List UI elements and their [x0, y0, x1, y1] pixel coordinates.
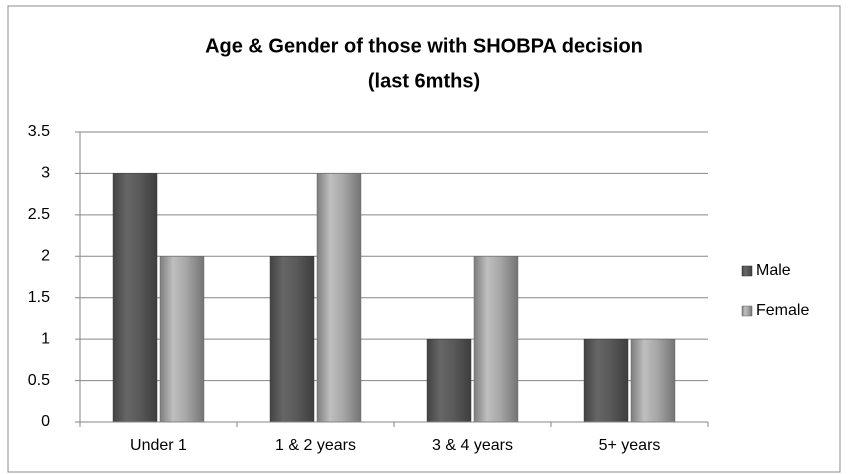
x-tick-label: 1 & 2 years [275, 437, 356, 454]
bar [159, 256, 205, 423]
bar [426, 338, 472, 423]
y-tick-label: 0.5 [28, 372, 50, 389]
bar [583, 338, 629, 423]
bar [473, 256, 519, 423]
chart-title: (last 6mths) [368, 70, 480, 92]
bar [316, 173, 362, 423]
legend-label: Male [756, 262, 791, 279]
legend-swatch [741, 305, 753, 317]
legend-swatch [741, 265, 753, 277]
bar [630, 338, 676, 423]
chart-title: Age & Gender of those with SHOBPA decisi… [205, 35, 643, 57]
y-tick-label: 2 [41, 248, 50, 265]
legend-label: Female [756, 302, 809, 319]
y-tick-label: 1 [41, 330, 50, 347]
y-tick-label: 3 [41, 165, 50, 182]
x-tick-label: 3 & 4 years [432, 437, 513, 454]
y-tick-label: 1.5 [28, 289, 50, 306]
bar [112, 173, 158, 423]
y-tick-label: 3.5 [28, 123, 50, 140]
x-tick-label: 5+ years [599, 437, 661, 454]
y-tick-label: 0 [41, 413, 50, 430]
y-tick-label: 2.5 [28, 206, 50, 223]
bar [269, 256, 315, 423]
x-tick-label: Under 1 [130, 437, 187, 454]
